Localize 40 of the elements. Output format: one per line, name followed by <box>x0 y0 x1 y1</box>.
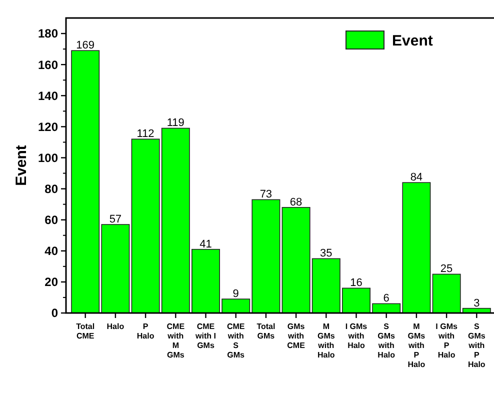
y-axis-title: Event <box>13 145 30 186</box>
x-tick-label: I GMs with P Halo <box>436 322 458 360</box>
x-tick-label: I GMs with Halo <box>345 322 368 350</box>
data-label: 3 <box>474 297 480 310</box>
x-tick-label: S GMs with Halo <box>377 322 396 360</box>
y-tick-label: 60 <box>44 213 58 228</box>
x-tick-label: CME with M GMs <box>166 322 186 360</box>
data-label: 73 <box>260 188 272 201</box>
x-tick-label: CME with I GMs <box>194 322 216 350</box>
y-tick-label: 0 <box>51 306 58 320</box>
x-tick-label: M GMs with Halo <box>317 322 336 360</box>
data-label: 119 <box>166 117 184 130</box>
y-tick-label: 180 <box>38 26 58 41</box>
x-tick-label: Total GMs <box>256 322 276 340</box>
data-label: 25 <box>440 263 453 276</box>
data-label: 16 <box>350 277 362 290</box>
y-tick-label: 120 <box>38 120 58 134</box>
data-label: 57 <box>109 214 122 226</box>
data-label: 35 <box>320 248 332 260</box>
data-label: 9 <box>232 288 239 300</box>
data-label: 84 <box>410 172 423 184</box>
data-label: 169 <box>76 40 95 52</box>
y-tick-label: 140 <box>38 88 58 103</box>
x-tick-label: GMs with CME <box>287 322 306 350</box>
x-tick-label: M GMs with P Halo <box>407 322 426 369</box>
data-label: 112 <box>136 128 154 140</box>
y-tick-label: 160 <box>38 58 58 72</box>
y-tick-label: 40 <box>44 244 58 258</box>
legend-label: Event <box>392 32 433 50</box>
y-tick-label: 20 <box>44 275 58 290</box>
x-tick-label: CME with S GMs <box>226 322 246 360</box>
y-tick-label: 100 <box>38 150 58 165</box>
x-tick-label: Total CME <box>76 322 95 340</box>
x-tick-label: P Halo <box>136 322 154 340</box>
x-tick-label: Halo <box>106 322 124 331</box>
data-label: 68 <box>290 196 302 208</box>
data-label: 41 <box>200 238 212 250</box>
data-label: 6 <box>383 292 390 305</box>
x-tick-label: S GMs with P Halo <box>468 322 486 369</box>
y-tick-label: 80 <box>44 182 58 196</box>
